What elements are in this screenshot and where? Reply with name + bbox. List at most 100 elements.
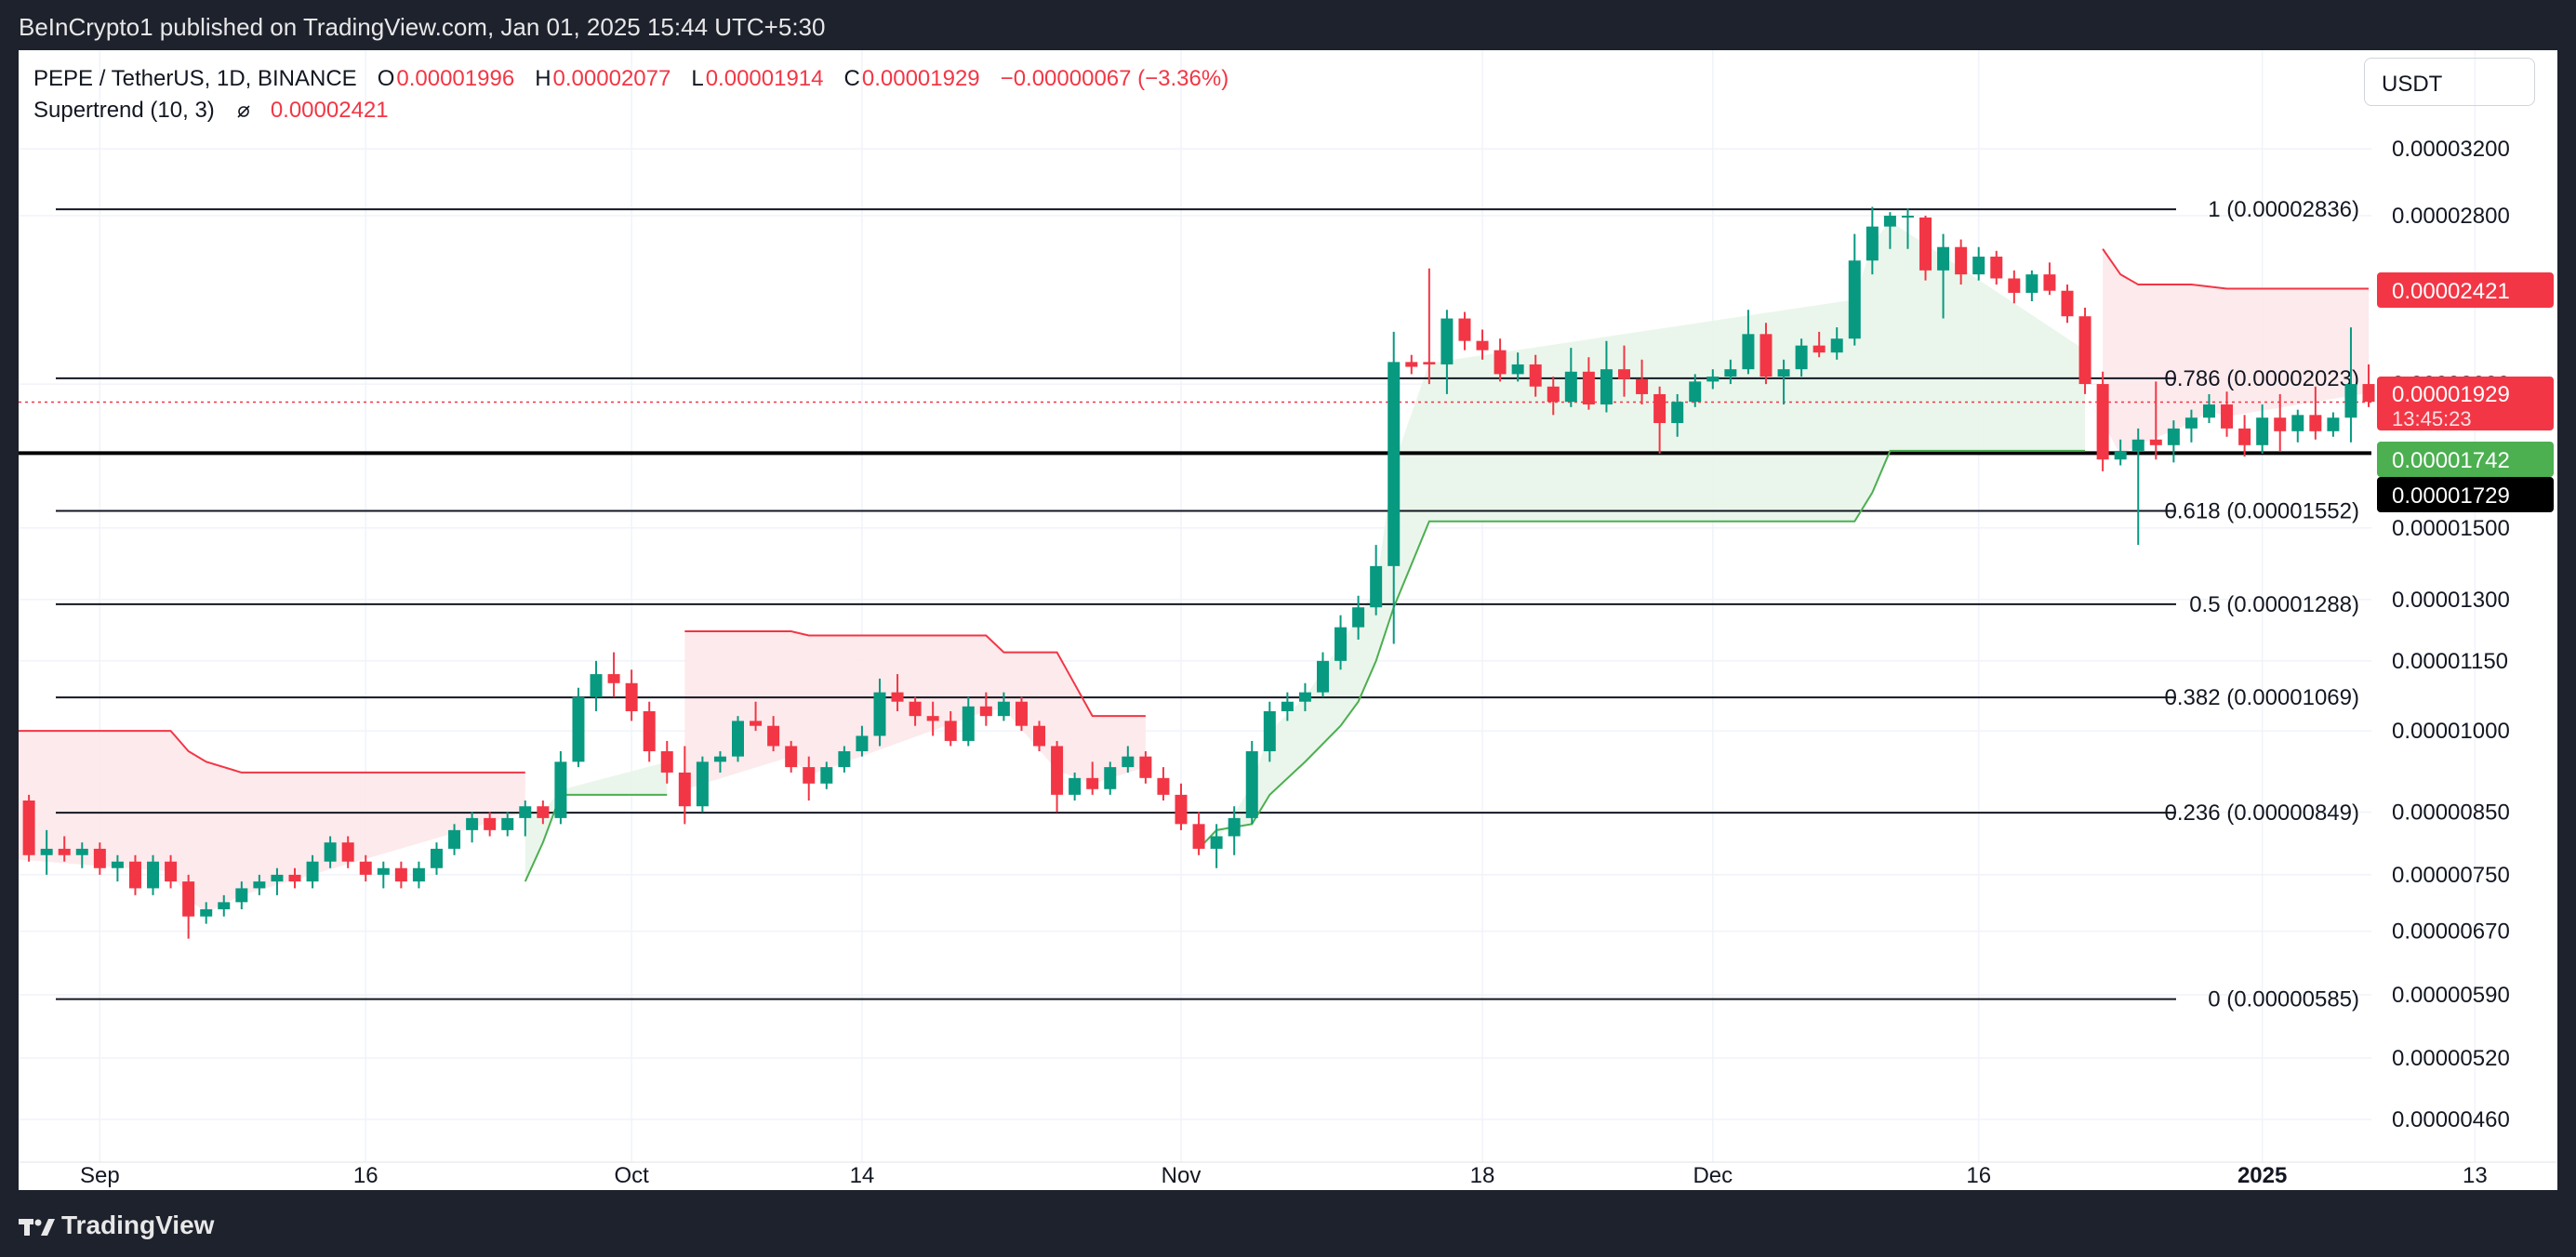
- candle-body: [1069, 777, 1082, 795]
- candle: [93, 842, 106, 875]
- candle-body: [466, 817, 479, 830]
- price-tick-label: 0.00000460: [2392, 1107, 2510, 1132]
- time-tick-label: Nov: [1162, 1163, 1202, 1188]
- candle: [2096, 371, 2109, 471]
- candle: [1671, 393, 1684, 437]
- candle-body: [537, 806, 550, 818]
- symbol-label[interactable]: PEPE / TetherUS, 1D, BINANCE: [33, 66, 357, 91]
- candle: [22, 794, 35, 862]
- candle: [2114, 439, 2127, 466]
- time-tick-label: Dec: [1693, 1163, 1733, 1188]
- time-tick-label: 18: [1470, 1163, 1495, 1188]
- candle-body: [1245, 751, 1258, 818]
- candle: [1582, 357, 1595, 410]
- candle: [1955, 239, 1968, 285]
- candle: [394, 861, 407, 889]
- candle: [1210, 824, 1223, 868]
- candle-body: [820, 767, 833, 784]
- tradingview-logo[interactable]: TradingView: [19, 1211, 214, 1240]
- candle-body: [2167, 428, 2180, 445]
- candle-body: [1724, 369, 1737, 377]
- candle: [1830, 327, 1843, 360]
- candle-body: [785, 746, 798, 768]
- candle-body: [962, 706, 975, 741]
- fib-label-0.236: 0.236 (0.00000849): [2164, 801, 2359, 826]
- candle-body: [147, 861, 160, 889]
- candle: [997, 692, 1010, 721]
- candle-body: [448, 829, 461, 849]
- candle-body: [1476, 340, 1489, 351]
- close-value: 0.00001929: [861, 66, 980, 91]
- candle: [2184, 409, 2198, 443]
- chart-svg[interactable]: 1 (0.00002836) 0.786 (0.00002023) 0.618 (0…: [19, 50, 2557, 1190]
- candle-body: [1157, 777, 1170, 795]
- candle: [820, 761, 833, 789]
- candle-body: [1441, 318, 1454, 364]
- candle-body: [2114, 450, 2127, 460]
- candle-body: [235, 888, 248, 903]
- candle: [1458, 311, 1471, 351]
- candle: [660, 740, 673, 784]
- candle: [1653, 386, 1666, 455]
- candle-body: [1972, 257, 1985, 275]
- candle-body: [643, 710, 656, 752]
- candle-body: [40, 848, 53, 855]
- currency-button[interactable]: USDT: [2364, 58, 2535, 106]
- candle-body: [1795, 345, 1808, 370]
- candle: [111, 854, 124, 882]
- candle-body: [2061, 290, 2074, 317]
- fib-label-0.382: 0.382 (0.00001069): [2164, 685, 2359, 710]
- candle: [767, 716, 780, 752]
- candle-body: [1511, 364, 1524, 375]
- candle: [1281, 692, 1294, 721]
- supertrend-line-down: [19, 730, 525, 774]
- candle: [891, 674, 904, 711]
- candle-body: [1937, 246, 1950, 271]
- candle: [873, 678, 886, 747]
- price-tick-label: 0.00000670: [2392, 920, 2510, 945]
- tradingview-logo-icon: [19, 1218, 55, 1236]
- candle: [909, 696, 922, 726]
- candle: [962, 696, 975, 747]
- change-value: −0.00000067 (−3.36%): [1000, 66, 1229, 91]
- candle-body: [1866, 226, 1879, 261]
- chart-panel[interactable]: 1 (0.00002836) 0.786 (0.00002023) 0.618 (0…: [19, 50, 2557, 1190]
- candle: [2149, 381, 2162, 460]
- candle-body: [182, 881, 195, 917]
- candle: [2202, 393, 2215, 424]
- hidden-eye-icon[interactable]: [235, 103, 252, 120]
- candle-body: [1848, 260, 1861, 339]
- candle-body: [75, 848, 88, 855]
- candle: [448, 824, 461, 855]
- candle: [1245, 740, 1258, 825]
- candle: [377, 861, 390, 889]
- low-value: 0.00001914: [705, 66, 824, 91]
- candle-body: [306, 861, 319, 882]
- candle: [253, 874, 266, 895]
- candle: [1405, 354, 1418, 375]
- candle-body: [1955, 246, 1968, 275]
- candle: [1476, 329, 1489, 360]
- candle: [1618, 345, 1630, 397]
- candle-body: [1015, 701, 1028, 726]
- candle: [2274, 393, 2287, 451]
- price-label-text: 0.00001729: [2392, 483, 2510, 509]
- candle: [1706, 369, 1720, 390]
- supertrend-fill-up: [524, 761, 668, 882]
- candle-body: [377, 867, 390, 875]
- candle-body: [1139, 756, 1152, 778]
- candle: [306, 854, 319, 889]
- price-tick-label: 0.00003200: [2392, 137, 2510, 162]
- candle-body: [572, 696, 585, 762]
- fib-label-0: 0 (0.00000585): [2208, 987, 2359, 1012]
- candle: [1157, 767, 1170, 801]
- tradingview-logo-text: TradingView: [61, 1211, 215, 1239]
- candle-body: [412, 867, 425, 882]
- indicator-label[interactable]: Supertrend (10, 3): [33, 98, 215, 123]
- fib-label-0.5: 0.5 (0.00001288): [2189, 592, 2359, 617]
- candle: [2167, 420, 2180, 463]
- time-tick-label: 2025: [2237, 1163, 2287, 1188]
- candle-body: [1812, 345, 1826, 353]
- candle-body: [1281, 701, 1294, 711]
- price-label-bg: [2377, 272, 2554, 308]
